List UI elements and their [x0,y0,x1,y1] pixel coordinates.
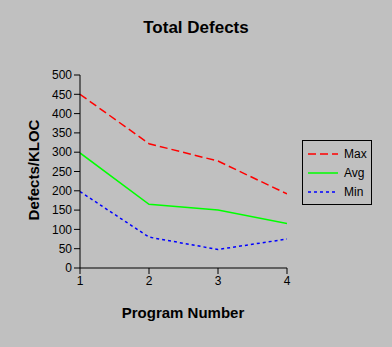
svg-text:250: 250 [52,165,72,179]
svg-text:3: 3 [215,274,222,288]
html-text:Min: Min [344,184,364,199]
svg-text:300: 300 [52,145,72,159]
svg-text:0: 0 [65,261,72,275]
svg-text:400: 400 [52,107,72,121]
svg-text:50: 50 [59,242,73,256]
svg-text:350: 350 [52,126,72,140]
html-text:Avg: Avg [344,165,365,180]
html-text:Defects/KLOC: Defects/KLOC [24,119,42,221]
svg-text:100: 100 [52,223,72,237]
html-text:Program Number: Program Number [121,303,245,321]
svg-text:200: 200 [52,184,72,198]
svg-text:450: 450 [52,88,72,102]
svg-text:1: 1 [77,274,84,288]
html-text:Total Defects: Total Defects [143,18,249,37]
svg-text:150: 150 [52,203,72,217]
html-text:Max: Max [344,146,367,161]
svg-text:2: 2 [146,274,153,288]
svg-text:500: 500 [52,68,72,82]
svg-text:4: 4 [284,274,291,288]
